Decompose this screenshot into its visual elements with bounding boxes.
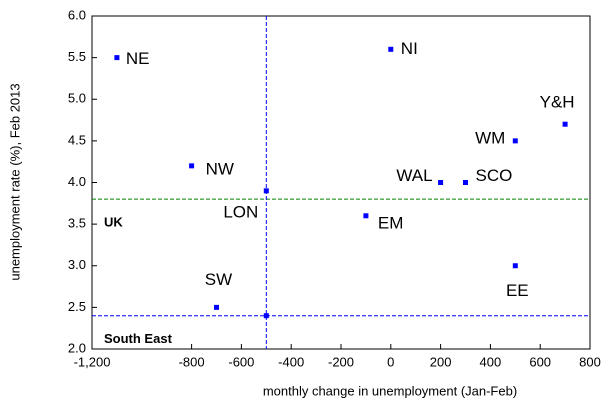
x-tick-label: 200: [430, 354, 452, 369]
point-label: SW: [205, 270, 232, 289]
point: [463, 180, 468, 185]
point: [263, 313, 269, 319]
point-label: NI: [401, 39, 418, 58]
point: [363, 213, 369, 219]
point: [388, 46, 394, 52]
y-tick-label: 4.5: [68, 132, 86, 147]
point-label: WAL: [396, 166, 432, 185]
point-label: LON: [223, 202, 258, 221]
point: [214, 304, 219, 310]
x-tick-label: -1,200: [74, 354, 111, 369]
point: [438, 180, 444, 185]
point-label: EM: [378, 213, 404, 232]
y-tick-label: 2.5: [68, 299, 86, 314]
point-label: NW: [206, 159, 234, 178]
point: [512, 138, 518, 144]
x-tick-label: 800: [579, 354, 601, 369]
point-label: Y&H: [540, 93, 575, 112]
point: [189, 163, 195, 169]
y-tick-label: 6.0: [68, 7, 86, 22]
point-label: NE: [126, 49, 150, 68]
y-tick-label: 5.5: [68, 49, 86, 64]
point-label: WM: [475, 128, 505, 147]
reference-label: South East: [104, 331, 173, 346]
point: [114, 55, 120, 61]
x-axis-label: monthly change in unemployment (Jan-Feb): [263, 383, 517, 398]
x-tick-label: -400: [278, 354, 304, 369]
point-label: EE: [506, 281, 529, 300]
x-tick-label: 0: [387, 354, 394, 369]
y-tick-label: 3.0: [68, 257, 86, 272]
x-tick-label: 400: [480, 354, 502, 369]
point-label: SCO: [476, 166, 513, 185]
y-tick-label: 4.0: [68, 174, 86, 189]
y-tick-label: 2.0: [68, 340, 86, 355]
y-tick-label: 3.5: [68, 216, 86, 231]
x-tick-label: 600: [529, 354, 551, 369]
x-tick-label: -200: [328, 354, 354, 369]
x-tick-label: -600: [228, 354, 254, 369]
y-axis-label: unemployment rate (%), Feb 2013: [7, 83, 22, 280]
x-tick-label: -800: [179, 354, 205, 369]
y-tick-label: 5.0: [68, 91, 86, 106]
point: [562, 121, 568, 127]
reference-label: UK: [104, 215, 123, 230]
point: [512, 263, 518, 269]
point: [263, 188, 269, 194]
